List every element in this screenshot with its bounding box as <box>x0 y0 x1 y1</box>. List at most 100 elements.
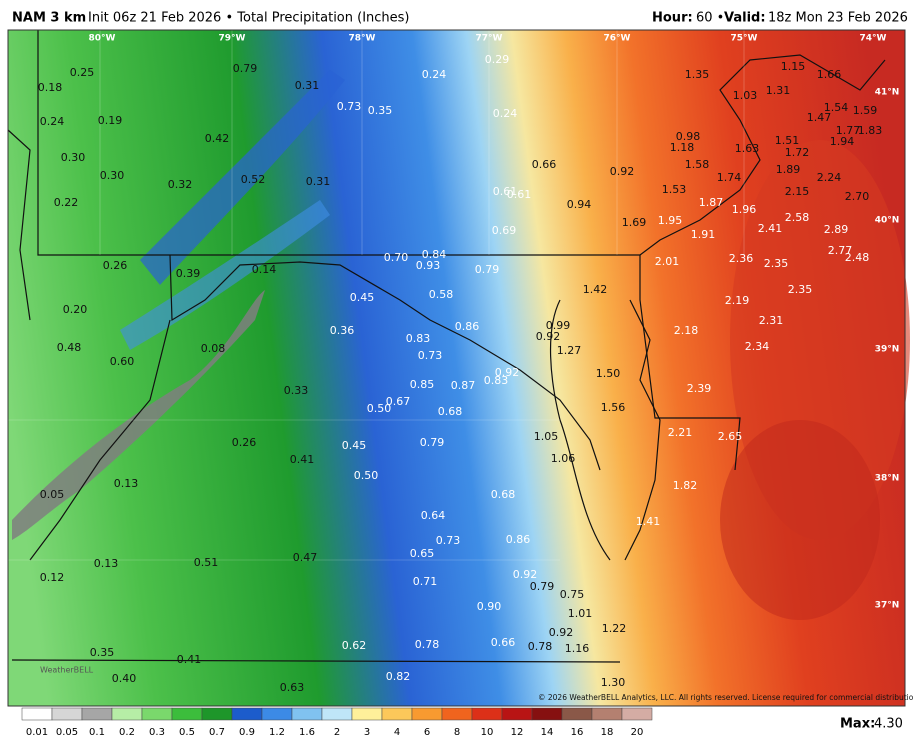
point-label: 1.54 <box>824 101 849 114</box>
point-label: 0.05 <box>40 488 65 501</box>
point-label: 0.92 <box>513 568 538 581</box>
point-label: 0.25 <box>70 66 95 79</box>
colorbar-swatch <box>51 707 83 721</box>
colorbar-swatch <box>441 707 473 721</box>
dry-streak <box>12 290 265 540</box>
point-label: 0.40 <box>112 672 137 685</box>
point-label: 0.78 <box>415 638 440 651</box>
point-label: 0.83 <box>484 374 509 387</box>
point-label: 1.18 <box>670 141 695 154</box>
point-label: 1.95 <box>658 214 683 227</box>
point-label: 0.65 <box>410 547 435 560</box>
point-label: 1.69 <box>622 216 647 229</box>
valid: 18z Mon 23 Feb 2026 <box>768 11 908 26</box>
valid-label: Valid: <box>724 11 766 26</box>
point-label: 0.45 <box>342 439 367 452</box>
point-label: 0.47 <box>293 551 318 564</box>
point-label: 2.48 <box>845 251 870 264</box>
point-label: 0.67 <box>386 395 411 408</box>
point-label: 0.93 <box>416 259 441 272</box>
point-label: 2.39 <box>687 382 712 395</box>
header-bar <box>0 0 913 30</box>
colorbar-label: 1.2 <box>269 727 285 738</box>
colorbar-swatch <box>201 707 233 721</box>
point-label: 0.45 <box>350 291 375 304</box>
point-label: 0.48 <box>57 341 82 354</box>
colorbar-label: 12 <box>511 727 524 738</box>
point-label: 0.82 <box>386 670 411 683</box>
point-label: 0.12 <box>40 571 65 584</box>
point-label: 0.41 <box>177 653 202 666</box>
colorbar-swatch <box>621 707 653 721</box>
point-label: 0.35 <box>90 646 115 659</box>
copyright: © 2026 WeatherBELL Analytics, LLC. All r… <box>538 693 913 702</box>
colorbar-label: 0.7 <box>209 727 225 738</box>
colorbar-swatch <box>591 707 623 721</box>
point-label: 0.24 <box>422 68 447 81</box>
point-label: 0.31 <box>295 79 320 92</box>
point-label: 2.58 <box>785 211 810 224</box>
point-label: 0.35 <box>368 104 393 117</box>
colorbar-label: 20 <box>631 727 644 738</box>
point-label: 0.42 <box>205 132 230 145</box>
point-label: 0.79 <box>530 580 555 593</box>
colorbar-swatch <box>381 707 413 721</box>
point-label: 0.50 <box>354 469 379 482</box>
point-label: 0.39 <box>176 267 201 280</box>
map-frame <box>7 29 906 707</box>
lat-label: 37°N <box>875 601 900 611</box>
colorbar-label: 14 <box>541 727 554 738</box>
colorbar-swatch <box>291 707 323 721</box>
band <box>120 200 330 350</box>
point-label: 1.96 <box>732 203 757 216</box>
point-label: 2.18 <box>674 324 699 337</box>
lon-label: 80°W <box>89 34 116 44</box>
point-label: 2.70 <box>845 190 870 203</box>
point-label: 0.26 <box>103 259 128 272</box>
point-label: 1.87 <box>699 196 724 209</box>
point-label: 1.50 <box>596 367 621 380</box>
colorbar-label: 8 <box>454 727 460 738</box>
point-label: 0.32 <box>168 178 193 191</box>
point-label: 0.87 <box>451 379 476 392</box>
point-label: 1.51 <box>775 134 800 147</box>
point-label: 0.33 <box>284 384 309 397</box>
point-label: 0.36 <box>330 324 355 337</box>
point-label: 0.94 <box>567 198 592 211</box>
lon-label: 74°W <box>860 34 887 44</box>
point-label: 1.01 <box>568 607 593 620</box>
point-label: 0.86 <box>455 320 480 333</box>
point-label: 1.35 <box>685 68 710 81</box>
point-label: 1.72 <box>785 146 810 159</box>
point-label: 0.68 <box>491 488 516 501</box>
point-label: 2.01 <box>655 255 680 268</box>
point-label: 0.79 <box>420 436 445 449</box>
point-label: 0.19 <box>98 114 123 127</box>
lon-label: 79°W <box>219 34 246 44</box>
point-label: 1.06 <box>551 452 576 465</box>
point-label: 2.34 <box>745 340 770 353</box>
logo: WeatherBELL <box>40 666 94 675</box>
init: Init 06z 21 Feb 2026 • Total Precipitati… <box>88 11 410 26</box>
point-label: 1.74 <box>717 171 742 184</box>
point-label: 0.79 <box>233 62 258 75</box>
colorbar-label: 16 <box>571 727 584 738</box>
point-label: 0.14 <box>252 263 277 276</box>
point-label: 0.13 <box>114 477 139 490</box>
point-label: 0.60 <box>110 355 135 368</box>
point-label: 0.92 <box>610 165 635 178</box>
point-label: 0.26 <box>232 436 257 449</box>
point-label: 1.30 <box>601 676 626 689</box>
point-label: 2.41 <box>758 222 783 235</box>
colorbar-label: 4 <box>394 727 400 738</box>
point-label: 1.56 <box>601 401 626 414</box>
point-label: 0.92 <box>495 366 520 379</box>
colorbar-swatch <box>141 707 173 721</box>
point-label: 2.15 <box>785 185 810 198</box>
colorbar-swatch <box>411 707 443 721</box>
band <box>140 70 345 285</box>
point-label: 1.58 <box>685 158 710 171</box>
point-label: 0.73 <box>418 349 443 362</box>
point-label: 2.31 <box>759 314 784 327</box>
